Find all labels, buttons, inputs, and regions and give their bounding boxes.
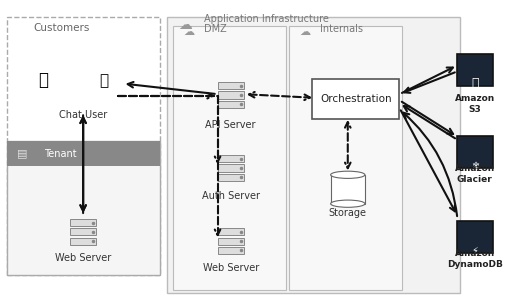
Text: Auth Server: Auth Server	[202, 191, 260, 201]
FancyBboxPatch shape	[167, 17, 460, 293]
Text: ☁: ☁	[178, 18, 192, 32]
Text: ☁: ☁	[183, 27, 195, 37]
FancyBboxPatch shape	[217, 82, 244, 89]
Text: 🗄: 🗄	[471, 77, 479, 90]
Text: Storage: Storage	[329, 208, 367, 218]
Text: 👥: 👥	[39, 72, 49, 89]
FancyBboxPatch shape	[7, 141, 160, 166]
Text: Application Infrastructure: Application Infrastructure	[205, 14, 329, 24]
Text: ⚡: ⚡	[471, 246, 478, 256]
Ellipse shape	[331, 171, 365, 178]
Ellipse shape	[331, 200, 365, 207]
FancyBboxPatch shape	[331, 175, 365, 204]
FancyBboxPatch shape	[457, 221, 493, 253]
FancyBboxPatch shape	[173, 26, 286, 290]
Text: Web Server: Web Server	[55, 254, 111, 263]
FancyBboxPatch shape	[457, 136, 493, 168]
Text: ▤: ▤	[17, 149, 28, 158]
Text: Orchestration: Orchestration	[320, 94, 392, 104]
Text: Internals: Internals	[320, 24, 364, 34]
FancyBboxPatch shape	[457, 54, 493, 86]
FancyBboxPatch shape	[7, 141, 160, 275]
Text: Amazon
S3: Amazon S3	[455, 94, 495, 114]
FancyBboxPatch shape	[70, 238, 96, 245]
Text: Tenant: Tenant	[43, 149, 76, 158]
FancyBboxPatch shape	[217, 174, 244, 181]
FancyBboxPatch shape	[217, 101, 244, 108]
Text: 💻: 💻	[100, 73, 109, 88]
Text: Amazon
Glacier: Amazon Glacier	[455, 164, 495, 184]
Text: Customers: Customers	[33, 23, 90, 33]
FancyBboxPatch shape	[313, 79, 400, 119]
FancyBboxPatch shape	[70, 219, 96, 226]
FancyBboxPatch shape	[289, 26, 402, 290]
Text: ❄: ❄	[471, 161, 479, 171]
FancyBboxPatch shape	[217, 228, 244, 235]
FancyBboxPatch shape	[217, 155, 244, 162]
Text: Chat User: Chat User	[59, 111, 107, 120]
FancyBboxPatch shape	[70, 228, 96, 235]
Text: API Server: API Server	[206, 120, 256, 130]
FancyBboxPatch shape	[217, 247, 244, 254]
Text: Amazon
DynamoDB: Amazon DynamoDB	[447, 249, 503, 269]
Text: ☁: ☁	[299, 27, 311, 37]
FancyBboxPatch shape	[217, 165, 244, 172]
FancyBboxPatch shape	[217, 238, 244, 245]
Text: Web Server: Web Server	[202, 263, 259, 274]
FancyBboxPatch shape	[217, 91, 244, 99]
Text: DMZ: DMZ	[205, 24, 227, 34]
